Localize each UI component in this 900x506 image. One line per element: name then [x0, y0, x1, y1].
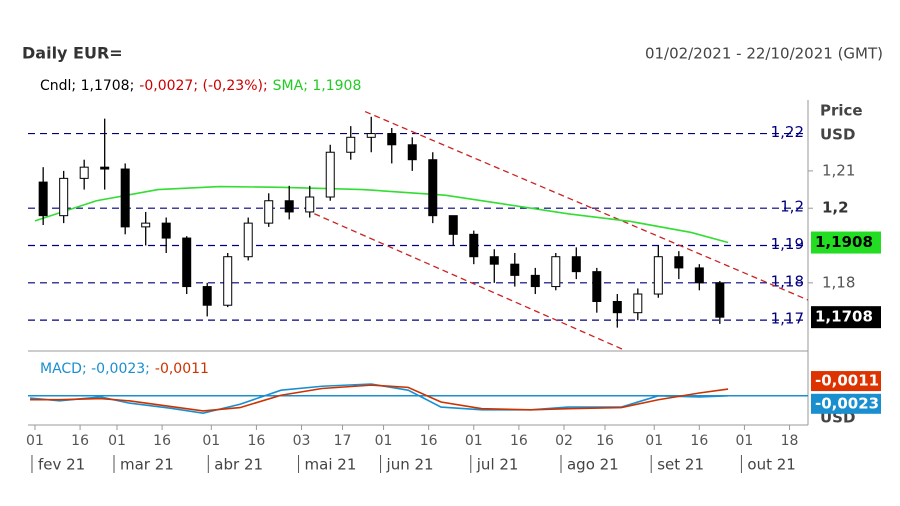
value-badge	[811, 393, 881, 414]
trend-line	[304, 209, 626, 351]
month-label: out 21	[747, 456, 795, 474]
x-tick-label: 01	[465, 433, 483, 449]
candle-body	[325, 151, 335, 198]
candle-body	[387, 133, 397, 146]
month-label: mar 21	[120, 456, 174, 474]
value-badge-label: -0,0011	[815, 372, 879, 390]
candle-body	[653, 256, 663, 295]
legend: MACD; -0,0023; -0,0011	[40, 361, 209, 377]
legend-entry: SMA; 1,1908	[273, 78, 362, 94]
candle-body	[551, 256, 561, 288]
y-tick-label: 1,18	[822, 273, 855, 291]
candle-body	[510, 263, 520, 276]
candle-body	[715, 282, 725, 318]
candle-body	[79, 166, 89, 179]
candle-body	[448, 215, 458, 235]
candle-body	[469, 233, 479, 258]
level-label: 1,22	[771, 123, 804, 141]
candle-body	[571, 256, 581, 273]
legend-entry: -0,0011	[155, 361, 209, 377]
candle-body	[182, 237, 192, 288]
candle-body	[428, 159, 438, 217]
x-tick-label: 01	[736, 433, 754, 449]
candle-body	[59, 177, 69, 217]
legend-entry: Cndl; 1,1708;	[40, 78, 134, 94]
candle-body	[633, 293, 643, 314]
price-badge-label: 1,1708	[815, 308, 873, 326]
x-tick-label: 01	[645, 433, 663, 449]
x-tick-label: 16	[153, 433, 171, 449]
date-range: 01/02/2021 - 22/10/2021 (GMT)	[645, 45, 883, 63]
trend-line	[364, 110, 809, 301]
legend-entry: -0,0027; (-0,23%);	[139, 78, 267, 94]
price-badge	[811, 306, 881, 329]
x-tick-label: 02	[555, 433, 573, 449]
price-badge-label: 1,1908	[815, 233, 873, 251]
candle-body	[305, 196, 315, 213]
level-label: 1,2	[780, 198, 804, 216]
candle-body	[489, 256, 499, 265]
month-label: fev 21	[38, 456, 85, 474]
x-tick-label: 18	[781, 433, 799, 449]
candle-body	[141, 222, 151, 228]
month-label: ago 21	[567, 456, 619, 474]
month-label: abr 21	[214, 456, 263, 474]
x-tick-label: 16	[596, 433, 614, 449]
candle-body	[264, 200, 274, 224]
x-tick-label: 16	[71, 433, 89, 449]
sma-line	[34, 185, 729, 244]
candle-body	[120, 168, 130, 228]
legend: Cndl; 1,1708; -0,0027; (-0,23%); SMA; 1,19…	[40, 78, 361, 94]
price-badge	[811, 231, 881, 254]
y-tick-label: 1,2	[822, 199, 849, 217]
month-label: mai 21	[305, 456, 357, 474]
candle-body	[243, 222, 253, 258]
level-label: 1,18	[771, 272, 804, 290]
candle-body	[407, 144, 417, 161]
chart-title: Daily EUR=	[22, 44, 123, 63]
level-label: 1,17	[771, 310, 804, 328]
candle-body	[284, 200, 294, 213]
candle-body	[100, 166, 110, 170]
candle-body	[612, 300, 622, 314]
level-label: 1,19	[771, 235, 804, 253]
candle-body	[592, 271, 602, 302]
candle-body	[694, 267, 704, 284]
candle-body	[366, 133, 376, 138]
axis-unit: USD	[820, 126, 855, 144]
x-tick-label: 16	[510, 433, 528, 449]
x-tick-label: 16	[690, 433, 708, 449]
candle-body	[223, 256, 233, 306]
x-tick-label: 16	[420, 433, 438, 449]
month-label: jul 21	[476, 456, 519, 474]
x-tick-label: 01	[375, 433, 393, 449]
month-label: jun 21	[386, 456, 434, 474]
x-tick-label: 17	[334, 433, 352, 449]
candle-body	[346, 136, 356, 153]
series-line	[30, 384, 729, 412]
month-label: set 21	[657, 456, 704, 474]
candle-body	[202, 286, 212, 306]
candle-body	[38, 181, 48, 217]
y-tick-label: 1,21	[822, 161, 855, 179]
candle-body	[674, 256, 684, 269]
candle-body	[161, 222, 171, 239]
x-tick-label: 16	[248, 433, 266, 449]
axis-title: Price	[820, 102, 863, 120]
x-tick-label: 01	[26, 433, 44, 449]
x-tick-label: 01	[108, 433, 126, 449]
value-badge-label: -0,0023	[815, 394, 879, 412]
legend-entry: MACD; -0,0023;	[40, 361, 150, 377]
candle-body	[530, 274, 540, 288]
x-tick-label: 03	[293, 433, 311, 449]
value-badge	[811, 371, 881, 392]
x-tick-label: 01	[202, 433, 220, 449]
